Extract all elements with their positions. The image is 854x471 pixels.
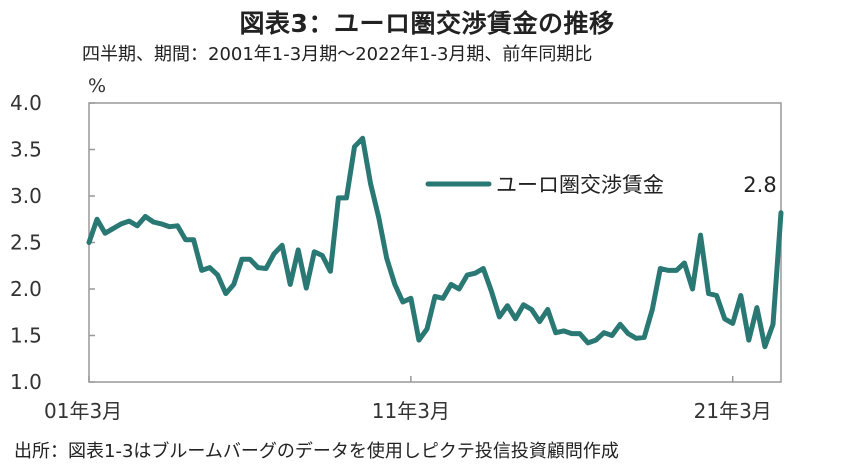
- chart-title: 図表3：ユーロ圏交渉賃金の推移: [239, 9, 615, 38]
- y-tick-label: 1.0: [10, 370, 42, 394]
- legend-label: ユーロ圏交渉賃金: [496, 173, 664, 197]
- x-tick-label: 11年3月: [372, 399, 450, 423]
- end-value-label: 2.8: [743, 173, 776, 197]
- y-tick-label: 4.0: [10, 91, 42, 115]
- y-tick-label: 1.5: [10, 324, 42, 348]
- x-tick-label: 21年3月: [694, 399, 772, 423]
- y-tick-label: 3.5: [10, 138, 42, 162]
- y-tick-label: 3.0: [10, 184, 42, 208]
- x-tick-label: 01年3月: [44, 399, 122, 423]
- y-tick-label: 2.5: [10, 231, 42, 255]
- source-note: 出所：図表1-3はブルームバーグのデータを使用しピクテ投信投資顧問作成: [14, 441, 619, 462]
- y-tick-label: 2.0: [10, 277, 42, 301]
- series-line-negotiated-wages: [86, 135, 784, 350]
- chart-subtitle: 四半期、期間：2001年1-3月期～2022年1-3月期、前年同期比: [82, 44, 593, 65]
- y-axis-unit-label: %: [88, 75, 106, 97]
